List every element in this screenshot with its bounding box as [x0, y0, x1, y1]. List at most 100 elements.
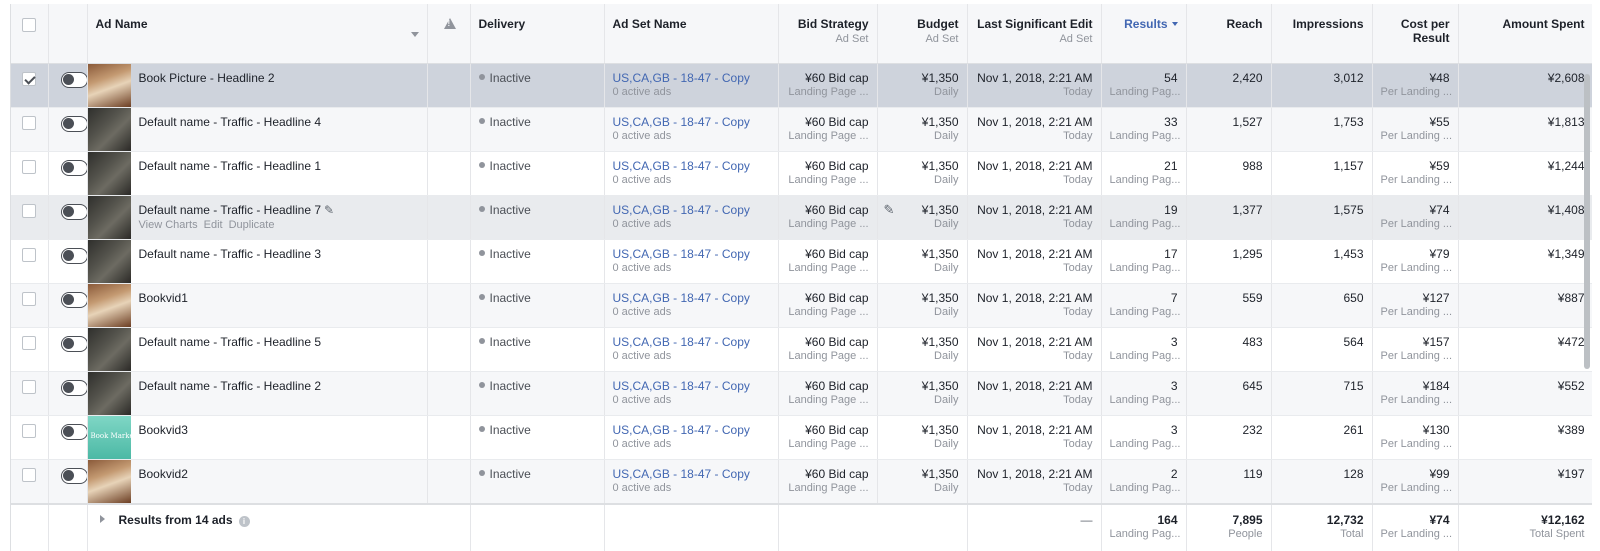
status-dot-icon: [478, 161, 485, 168]
ad-name-text[interactable]: Bookvid2: [138, 466, 188, 481]
warning-cell: [427, 415, 471, 460]
table-row[interactable]: Default name - Traffic - Headline 3 Inact…: [11, 239, 1592, 284]
column-header-ad-name[interactable]: Ad Name: [87, 4, 428, 64]
table-row[interactable]: Default name - Traffic - Headline 1 Inact…: [11, 151, 1592, 196]
ad-set-link[interactable]: US,CA,GB - 18-47 - Copy: [612, 70, 750, 85]
footer-spent-value: ¥12,162: [1541, 512, 1585, 527]
last-edit-sub: Today: [1063, 129, 1093, 142]
pencil-icon[interactable]: ✎: [324, 202, 335, 217]
row-checkbox[interactable]: [22, 379, 36, 394]
column-header-budget[interactable]: Budget Ad Set: [877, 4, 968, 64]
row-checkbox[interactable]: [22, 467, 36, 482]
ad-name-cell[interactable]: Bookvid1: [87, 283, 428, 328]
row-action-edit-link[interactable]: Edit: [203, 218, 223, 231]
ad-set-cell: US,CA,GB - 18-47 - Copy 0 active ads: [604, 371, 779, 416]
cost-per-result-sub: Per Landing ...: [1380, 393, 1453, 406]
column-header-results[interactable]: Results: [1101, 4, 1187, 64]
ad-name-text[interactable]: Bookvid3: [138, 422, 188, 437]
ad-set-link[interactable]: US,CA,GB - 18-47 - Copy: [612, 466, 750, 481]
ad-name-text[interactable]: Default name - Traffic - Headline 3: [138, 246, 322, 261]
ad-name-cell[interactable]: Default name - Traffic - Headline 7 ✎ View…: [87, 195, 428, 240]
ad-status-toggle[interactable]: [60, 115, 86, 132]
table-row[interactable]: Default name - Traffic - Headline 5 Inact…: [11, 327, 1592, 372]
info-icon[interactable]: i: [238, 515, 250, 527]
ad-status-toggle[interactable]: [60, 379, 86, 396]
vertical-scrollbar[interactable]: [1584, 74, 1590, 369]
column-header-bid-strategy[interactable]: Bid Strategy Ad Set: [778, 4, 878, 64]
column-header-reach[interactable]: Reach: [1186, 4, 1272, 64]
ad-name-text[interactable]: Default name - Traffic - Headline 2: [138, 378, 322, 393]
ad-set-link[interactable]: US,CA,GB - 18-47 - Copy: [612, 422, 750, 437]
ad-status-toggle[interactable]: [60, 291, 86, 308]
ad-status-toggle[interactable]: [60, 335, 86, 352]
expand-caret-icon[interactable]: [99, 514, 105, 523]
column-header-cost-per-result[interactable]: Cost per Result: [1372, 4, 1459, 64]
ad-status-toggle[interactable]: [60, 423, 86, 440]
ad-set-link[interactable]: US,CA,GB - 18-47 - Copy: [612, 334, 750, 349]
budget-cell: ¥1,350 Daily: [877, 239, 968, 284]
row-checkbox[interactable]: [22, 71, 36, 86]
row-action-duplicate-link[interactable]: Duplicate: [228, 218, 275, 231]
row-checkbox[interactable]: [22, 115, 36, 130]
impressions-value: 715: [1343, 378, 1364, 393]
ad-status-toggle[interactable]: [60, 71, 86, 88]
ad-name-cell[interactable]: Default name - Traffic - Headline 4: [87, 107, 428, 152]
ad-name-cell[interactable]: Default name - Traffic - Headline 3: [87, 239, 428, 284]
table-row[interactable]: Bookvid2 Inactive US,CA,GB - 18-47 - Copy 0…: [11, 459, 1592, 504]
ad-name-text[interactable]: Default name - Traffic - Headline 4: [138, 114, 322, 129]
ad-name-text[interactable]: Default name - Traffic - Headline 7: [138, 202, 322, 217]
ad-name-cell[interactable]: Book Marketing Bookvid3: [87, 415, 428, 460]
amount-spent-value: ¥1,349: [1547, 246, 1585, 261]
chevron-down-icon[interactable]: [410, 32, 419, 37]
ad-name-cell[interactable]: Default name - Traffic - Headline 2: [87, 371, 428, 416]
row-checkbox[interactable]: [22, 159, 36, 174]
ad-name-text[interactable]: Bookvid1: [138, 290, 188, 305]
row-checkbox[interactable]: [22, 335, 36, 350]
table-row[interactable]: Bookvid1 Inactive US,CA,GB - 18-47 - Copy 0…: [11, 283, 1592, 328]
status-dot-icon: [478, 293, 485, 300]
ad-name-text[interactable]: Default name - Traffic - Headline 1: [138, 158, 322, 173]
status-dot-icon: [478, 381, 485, 388]
status-dot-icon: [478, 73, 485, 80]
reach-value: 483: [1242, 334, 1263, 349]
row-checkbox[interactable]: [22, 291, 36, 306]
table-row[interactable]: Default name - Traffic - Headline 7 ✎ View…: [11, 195, 1592, 240]
table-row[interactable]: Default name - Traffic - Headline 4 Inact…: [11, 107, 1592, 152]
select-all-checkbox[interactable]: [22, 18, 36, 32]
ad-name-cell[interactable]: Default name - Traffic - Headline 1: [87, 151, 428, 196]
ad-name-cell[interactable]: Book Picture - Headline 2: [87, 63, 428, 108]
edit-budget-pencil-icon[interactable]: ✎: [883, 201, 895, 217]
column-header-delivery[interactable]: Delivery: [470, 4, 605, 64]
ad-set-link[interactable]: US,CA,GB - 18-47 - Copy: [612, 378, 750, 393]
row-checkbox[interactable]: [22, 423, 36, 438]
cost-per-result-cell: ¥130 Per Landing ...: [1372, 415, 1459, 460]
column-header-ad-set-name[interactable]: Ad Set Name: [604, 4, 779, 64]
ad-set-link[interactable]: US,CA,GB - 18-47 - Copy: [612, 158, 750, 173]
ad-name-cell[interactable]: Default name - Traffic - Headline 5: [87, 327, 428, 372]
ad-set-link[interactable]: US,CA,GB - 18-47 - Copy: [612, 290, 750, 305]
row-checkbox[interactable]: [22, 247, 36, 262]
budget-cell: ¥1,350 Daily: [877, 459, 968, 504]
ad-status-toggle[interactable]: [60, 247, 86, 264]
delivery-status: Inactive: [489, 246, 531, 261]
row-action-view-charts-link[interactable]: View Charts: [138, 218, 198, 231]
table-row[interactable]: Book Picture - Headline 2 Inactive US,CA,G…: [11, 63, 1592, 108]
ad-name-text[interactable]: Default name - Traffic - Headline 5: [138, 334, 322, 349]
ad-status-toggle[interactable]: [60, 467, 86, 484]
ad-name-cell[interactable]: Bookvid2: [87, 459, 428, 504]
column-header-last-edit[interactable]: Last Significant Edit Ad Set: [967, 4, 1102, 64]
ad-set-link[interactable]: US,CA,GB - 18-47 - Copy: [612, 246, 750, 261]
ad-status-toggle[interactable]: [60, 159, 86, 176]
row-checkbox[interactable]: [22, 203, 36, 218]
footer-empty-cell: [11, 502, 49, 551]
ad-status-toggle[interactable]: [60, 203, 86, 220]
ad-set-link[interactable]: US,CA,GB - 18-47 - Copy: [612, 114, 750, 129]
table-row[interactable]: Book Marketing Bookvid3 Inactive US,CA,GB -…: [11, 415, 1592, 460]
table-row[interactable]: Default name - Traffic - Headline 2 Inact…: [11, 371, 1592, 416]
ad-name-text[interactable]: Book Picture - Headline 2: [138, 70, 275, 85]
amount-spent-cell: ¥1,244: [1458, 151, 1592, 196]
column-header-amount-spent[interactable]: Amount Spent: [1458, 4, 1592, 64]
column-header-impressions[interactable]: Impressions: [1271, 4, 1373, 64]
ad-set-link[interactable]: US,CA,GB - 18-47 - Copy: [612, 202, 750, 217]
impressions-value: 1,753: [1333, 114, 1364, 129]
